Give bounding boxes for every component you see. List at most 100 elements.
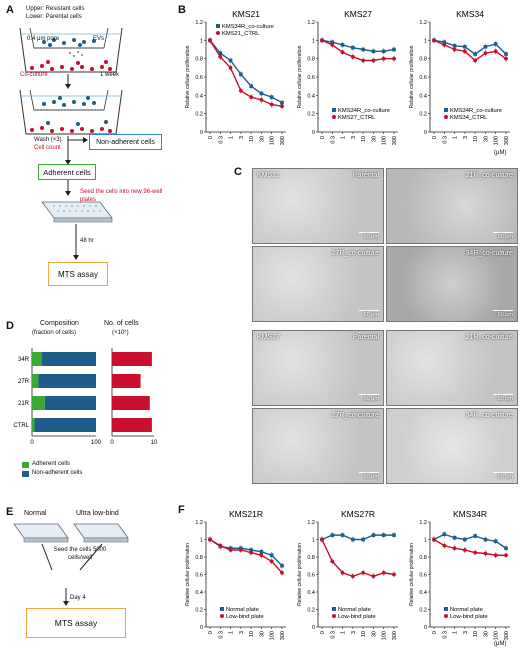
legend-marker [332, 108, 336, 112]
data-point [452, 44, 457, 48]
bar-count [112, 418, 152, 432]
x-tick-label: 300 [392, 136, 398, 145]
data-point [361, 58, 366, 63]
chart-kms27r: KMS27R 0 0.2 0.4 0.6 0.8 1 1.2 Relative cellular… [297, 509, 398, 640]
data-point [452, 47, 457, 52]
evs-text: EVs [93, 36, 105, 42]
y-tick-label: 0.2 [307, 112, 315, 118]
legend-label: Low-bind plate [450, 614, 488, 620]
data-point [392, 56, 396, 61]
x-tick-label: 0 [432, 136, 438, 139]
seed-text: Seed the cells into new 96-well plates [80, 189, 163, 203]
data-point [280, 570, 284, 575]
legend-label: KMS34_CTRL [450, 115, 488, 121]
data-point [493, 553, 498, 558]
scale-bar [359, 231, 379, 233]
micro-sub: Parental [352, 334, 379, 341]
bar-nonadherent [44, 396, 96, 410]
y-tick-label: 1.2 [419, 20, 427, 26]
x-tick-label: 30 [259, 136, 265, 142]
upper-text: Upper: Resistant cells [26, 6, 85, 12]
chart-kms21r: KMS21R 0 0.2 0.4 0.6 0.8 1 1.2 Relative cellular… [185, 509, 286, 640]
data-point [269, 102, 274, 107]
data-point [392, 47, 396, 52]
x-tick-label: 300 [504, 631, 510, 640]
x-tick-label: 1 [453, 136, 459, 139]
bar-count [112, 374, 141, 388]
data-point [381, 570, 386, 575]
data-point [452, 535, 457, 540]
y-tick-label: 0.4 [195, 93, 203, 99]
data-point [392, 572, 396, 577]
scale-text: 50 μm [363, 396, 379, 402]
x-tick-label: 300 [280, 631, 286, 640]
data-point [280, 100, 284, 105]
legend-swatch-nonadherent [22, 471, 29, 477]
data-point [340, 570, 345, 575]
x-tick-label: 0.3 [442, 631, 448, 639]
micro-label: KMS27 [257, 334, 280, 341]
bar-adherent [32, 418, 35, 432]
data-point [351, 45, 355, 50]
data-point [259, 549, 264, 554]
legend-label: Normal plate [226, 607, 259, 613]
legend-marker [220, 614, 224, 618]
x-tick-label: 300 [280, 136, 286, 145]
x-tick-label: 3 [239, 136, 245, 139]
data-point [330, 559, 335, 564]
data-point [330, 43, 335, 47]
scale-bar [493, 231, 513, 233]
e-mts-box: MTS assay [26, 608, 126, 638]
y-axis-label: Relative cellular proliferation [297, 45, 303, 108]
y-tick-label: 0.8 [307, 57, 315, 63]
x-tick-label: 3 [351, 136, 357, 139]
panel-label-e: E [6, 506, 14, 518]
data-point [228, 548, 233, 552]
data-point [269, 95, 274, 99]
workflow-diagram [19, 27, 123, 260]
e-ultra: Ultra low-bind [76, 510, 119, 517]
scale-text: 50 μm [363, 474, 379, 480]
x-tick-label: 10 [151, 440, 158, 446]
data-point [340, 43, 345, 47]
y-axis-label: Relative cellular proliferation [185, 45, 191, 108]
y-axis-label: Relative cellular proliferation [409, 45, 415, 108]
x-tick-label: 10 [361, 136, 367, 142]
e-normal: Normal [24, 510, 47, 517]
data-point [473, 550, 478, 555]
x-tick-label: 3 [463, 631, 469, 634]
data-point [493, 49, 498, 54]
y-tick-label: 0.2 [419, 608, 427, 614]
data-point [351, 537, 355, 542]
x-tick-label: 30 [371, 631, 377, 637]
data-point [483, 551, 488, 556]
y-tick-label: 0.2 [419, 112, 427, 118]
count-text: Cell count [34, 145, 61, 151]
data-point [371, 574, 376, 579]
y-tick-label: 1.2 [419, 520, 427, 526]
y-tick-label: 1.2 [195, 520, 203, 526]
legend-label: Normal plate [450, 607, 483, 613]
micro-label: 34R_co-culture [465, 412, 513, 419]
chart-kms34r: KMS34R 0 0.2 0.4 0.6 0.8 1 1.2 Relative cellular… [409, 509, 510, 640]
data-point [259, 553, 264, 558]
legend-marker [332, 115, 336, 119]
lower-text: Lower: Parental cells [26, 14, 82, 20]
x-tick-label: 10 [473, 631, 479, 637]
x-tick-label: 3 [463, 136, 469, 139]
legend-label: KMS34R_co-culture [450, 108, 502, 114]
x-tick-label: 100 [91, 440, 102, 446]
y-axis-label: Relative cellular proliferation [409, 543, 415, 606]
d-num-title: No. of cells [104, 320, 139, 327]
micrograph: 21R_co-culture 50 μm [386, 168, 518, 244]
x-tick-label: 0.3 [218, 136, 224, 144]
micrograph: 27R_co-culture 50 μm [252, 408, 384, 484]
micrograph: KMS21 Parental 50 μm [252, 168, 384, 244]
legend-marker [220, 607, 224, 611]
legend-marker [444, 115, 448, 119]
y-tick-label: 0.2 [195, 112, 203, 118]
chart-kms27: KMS27 0 0.2 0.4 0.6 0.8 1 1.2 Relative cellular … [297, 9, 398, 145]
panel-label-c: C [234, 166, 242, 178]
data-point [361, 570, 366, 575]
chart-kms21: KMS21 0 0.2 0.4 0.6 0.8 1 1.2 Relative cellular … [185, 9, 286, 145]
